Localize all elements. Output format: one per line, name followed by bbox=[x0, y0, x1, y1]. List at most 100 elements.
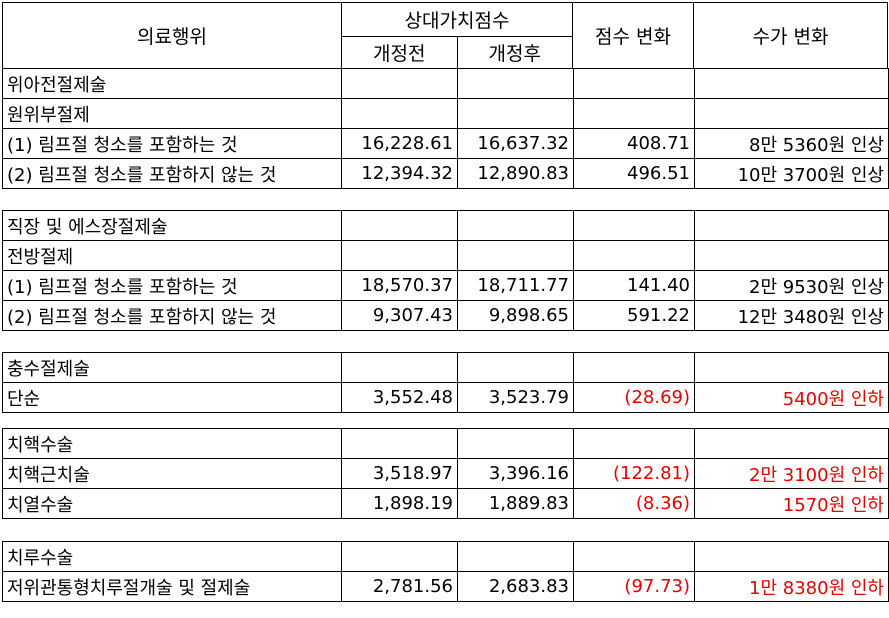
row-score-after: 16,637.32 bbox=[457, 128, 574, 159]
section-table: 치루수술 저위관통형치루절개술 및 절제술 2,781.56 2,683.83 (97.… bbox=[2, 541, 889, 602]
row-procedure: 치핵수술 bbox=[2, 428, 342, 459]
row-score-after: 2,683.83 bbox=[457, 571, 574, 602]
row-score-before bbox=[341, 352, 458, 383]
row-fee-change: 2만 9530원 인상 bbox=[694, 270, 889, 301]
row-score-after: 3,396.16 bbox=[457, 458, 574, 489]
table-row: 치핵수술 bbox=[2, 428, 889, 459]
row-score-change: 408.71 bbox=[573, 128, 695, 159]
row-score-change: 591.22 bbox=[573, 300, 695, 331]
section-table: 직장 및 에스장절제술 전방절제 (1) 림프절 청소를 포함하는 것 18,570.… bbox=[2, 210, 889, 331]
row-score-change bbox=[573, 210, 695, 241]
row-score-after bbox=[457, 98, 574, 129]
header-before: 개정전 bbox=[341, 36, 458, 69]
row-fee-change: 1만 8380원 인하 bbox=[694, 571, 889, 602]
row-procedure: 치열수술 bbox=[2, 488, 342, 519]
row-score-before: 3,518.97 bbox=[341, 458, 458, 489]
row-fee-change: 2만 3100원 인하 bbox=[694, 458, 889, 489]
row-fee-change bbox=[694, 210, 889, 241]
row-score-before: 16,228.61 bbox=[341, 128, 458, 159]
section-table: 위아전절제술 원위부절제 (1) 림프절 청소를 포함하는 것 16,228.61 16… bbox=[2, 68, 889, 189]
header-row-2: 개정전 개정후 bbox=[3, 36, 888, 69]
table-row: 저위관통형치루절개술 및 절제술 2,781.56 2,683.83 (97.73) 1… bbox=[2, 571, 889, 602]
table-row: (2) 림프절 청소를 포함하지 않는 것 12,394.32 12,890.83 4… bbox=[2, 158, 889, 189]
row-score-after: 12,890.83 bbox=[457, 158, 574, 189]
row-procedure: (2) 림프절 청소를 포함하지 않는 것 bbox=[2, 158, 342, 189]
row-score-before bbox=[341, 68, 458, 99]
row-procedure: 위아전절제술 bbox=[2, 68, 342, 99]
row-score-before: 1,898.19 bbox=[341, 488, 458, 519]
row-fee-change bbox=[694, 98, 889, 129]
row-fee-change bbox=[694, 541, 889, 572]
row-procedure: 원위부절제 bbox=[2, 98, 342, 129]
row-procedure: 전방절제 bbox=[2, 240, 342, 271]
header-procedure: 의료행위 bbox=[2, 2, 342, 69]
row-score-after bbox=[457, 68, 574, 99]
table-row: 원위부절제 bbox=[2, 98, 889, 129]
row-score-after bbox=[457, 541, 574, 572]
table-row: (1) 림프절 청소를 포함하는 것 16,228.61 16,637.32 408.… bbox=[2, 128, 889, 159]
row-score-before: 12,394.32 bbox=[341, 158, 458, 189]
table-row: 단순 3,552.48 3,523.79 (28.69) 5400원 인하 bbox=[2, 382, 889, 413]
row-fee-change bbox=[694, 240, 889, 271]
row-score-after: 3,523.79 bbox=[457, 382, 574, 413]
row-score-change: (97.73) bbox=[573, 571, 695, 602]
row-procedure: (2) 림프절 청소를 포함하지 않는 것 bbox=[2, 300, 342, 331]
table-row: (1) 림프절 청소를 포함하는 것 18,570.37 18,711.77 141.… bbox=[2, 270, 889, 301]
table-row: 치루수술 bbox=[2, 541, 889, 572]
row-procedure: 치루수술 bbox=[2, 541, 342, 572]
header-rvs: 상대가치점수 bbox=[341, 2, 573, 37]
row-score-change: (122.81) bbox=[573, 458, 695, 489]
row-procedure: 치핵근치술 bbox=[2, 458, 342, 489]
table-row: (2) 림프절 청소를 포함하지 않는 것 9,307.43 9,898.65 591… bbox=[2, 300, 889, 331]
header-row-1: 의료행위 상대가치점수 점수 변화 수가 변화 bbox=[2, 2, 888, 69]
row-procedure: (1) 림프절 청소를 포함하는 것 bbox=[2, 128, 342, 159]
row-score-change bbox=[573, 98, 695, 129]
row-score-before: 3,552.48 bbox=[341, 382, 458, 413]
header-table: 의료행위 상대가치점수 점수 변화 수가 변화 개정전 개정후 bbox=[2, 2, 888, 69]
row-score-before bbox=[341, 210, 458, 241]
row-fee-change: 5400원 인하 bbox=[694, 382, 889, 413]
section-table: 충수절제술 단순 3,552.48 3,523.79 (28.69) 5400원 인하 bbox=[2, 352, 889, 413]
table-row: 직장 및 에스장절제술 bbox=[2, 210, 889, 241]
row-score-after bbox=[457, 210, 574, 241]
row-score-after: 9,898.65 bbox=[457, 300, 574, 331]
row-score-change: 141.40 bbox=[573, 270, 695, 301]
row-procedure: (1) 림프절 청소를 포함하는 것 bbox=[2, 270, 342, 301]
row-score-after bbox=[457, 352, 574, 383]
row-score-change: (28.69) bbox=[573, 382, 695, 413]
row-score-before: 18,570.37 bbox=[341, 270, 458, 301]
row-procedure: 저위관통형치루절개술 및 절제술 bbox=[2, 571, 342, 602]
row-score-after bbox=[457, 428, 574, 459]
row-fee-change bbox=[694, 352, 889, 383]
header-fee-change: 수가 변화 bbox=[693, 2, 888, 69]
table-row: 충수절제술 bbox=[2, 352, 889, 383]
row-score-change bbox=[573, 541, 695, 572]
row-score-before: 9,307.43 bbox=[341, 300, 458, 331]
row-score-after: 1,889.83 bbox=[457, 488, 574, 519]
row-score-before bbox=[341, 240, 458, 271]
row-score-change: 496.51 bbox=[573, 158, 695, 189]
header-score-change: 점수 변화 bbox=[572, 2, 694, 69]
row-fee-change: 8만 5360원 인상 bbox=[694, 128, 889, 159]
table-row: 위아전절제술 bbox=[2, 68, 889, 99]
row-score-change: (8.36) bbox=[573, 488, 695, 519]
table-row: 전방절제 bbox=[2, 240, 889, 271]
row-score-before bbox=[341, 541, 458, 572]
row-score-after: 18,711.77 bbox=[457, 270, 574, 301]
row-fee-change bbox=[694, 68, 889, 99]
row-score-after bbox=[457, 240, 574, 271]
row-fee-change: 1570원 인하 bbox=[694, 488, 889, 519]
table-row: 치열수술 1,898.19 1,889.83 (8.36) 1570원 인하 bbox=[2, 488, 889, 519]
row-score-change bbox=[573, 240, 695, 271]
row-fee-change: 12만 3480원 인상 bbox=[694, 300, 889, 331]
row-score-change bbox=[573, 68, 695, 99]
section-table: 치핵수술 치핵근치술 3,518.97 3,396.16 (122.81) 2만 3100… bbox=[2, 428, 889, 519]
row-fee-change: 10만 3700원 인상 bbox=[694, 158, 889, 189]
row-score-change bbox=[573, 352, 695, 383]
row-score-before: 2,781.56 bbox=[341, 571, 458, 602]
header-after: 개정후 bbox=[456, 36, 573, 69]
row-fee-change bbox=[694, 428, 889, 459]
table-row: 치핵근치술 3,518.97 3,396.16 (122.81) 2만 3100원 인하 bbox=[2, 458, 889, 489]
row-procedure: 충수절제술 bbox=[2, 352, 342, 383]
